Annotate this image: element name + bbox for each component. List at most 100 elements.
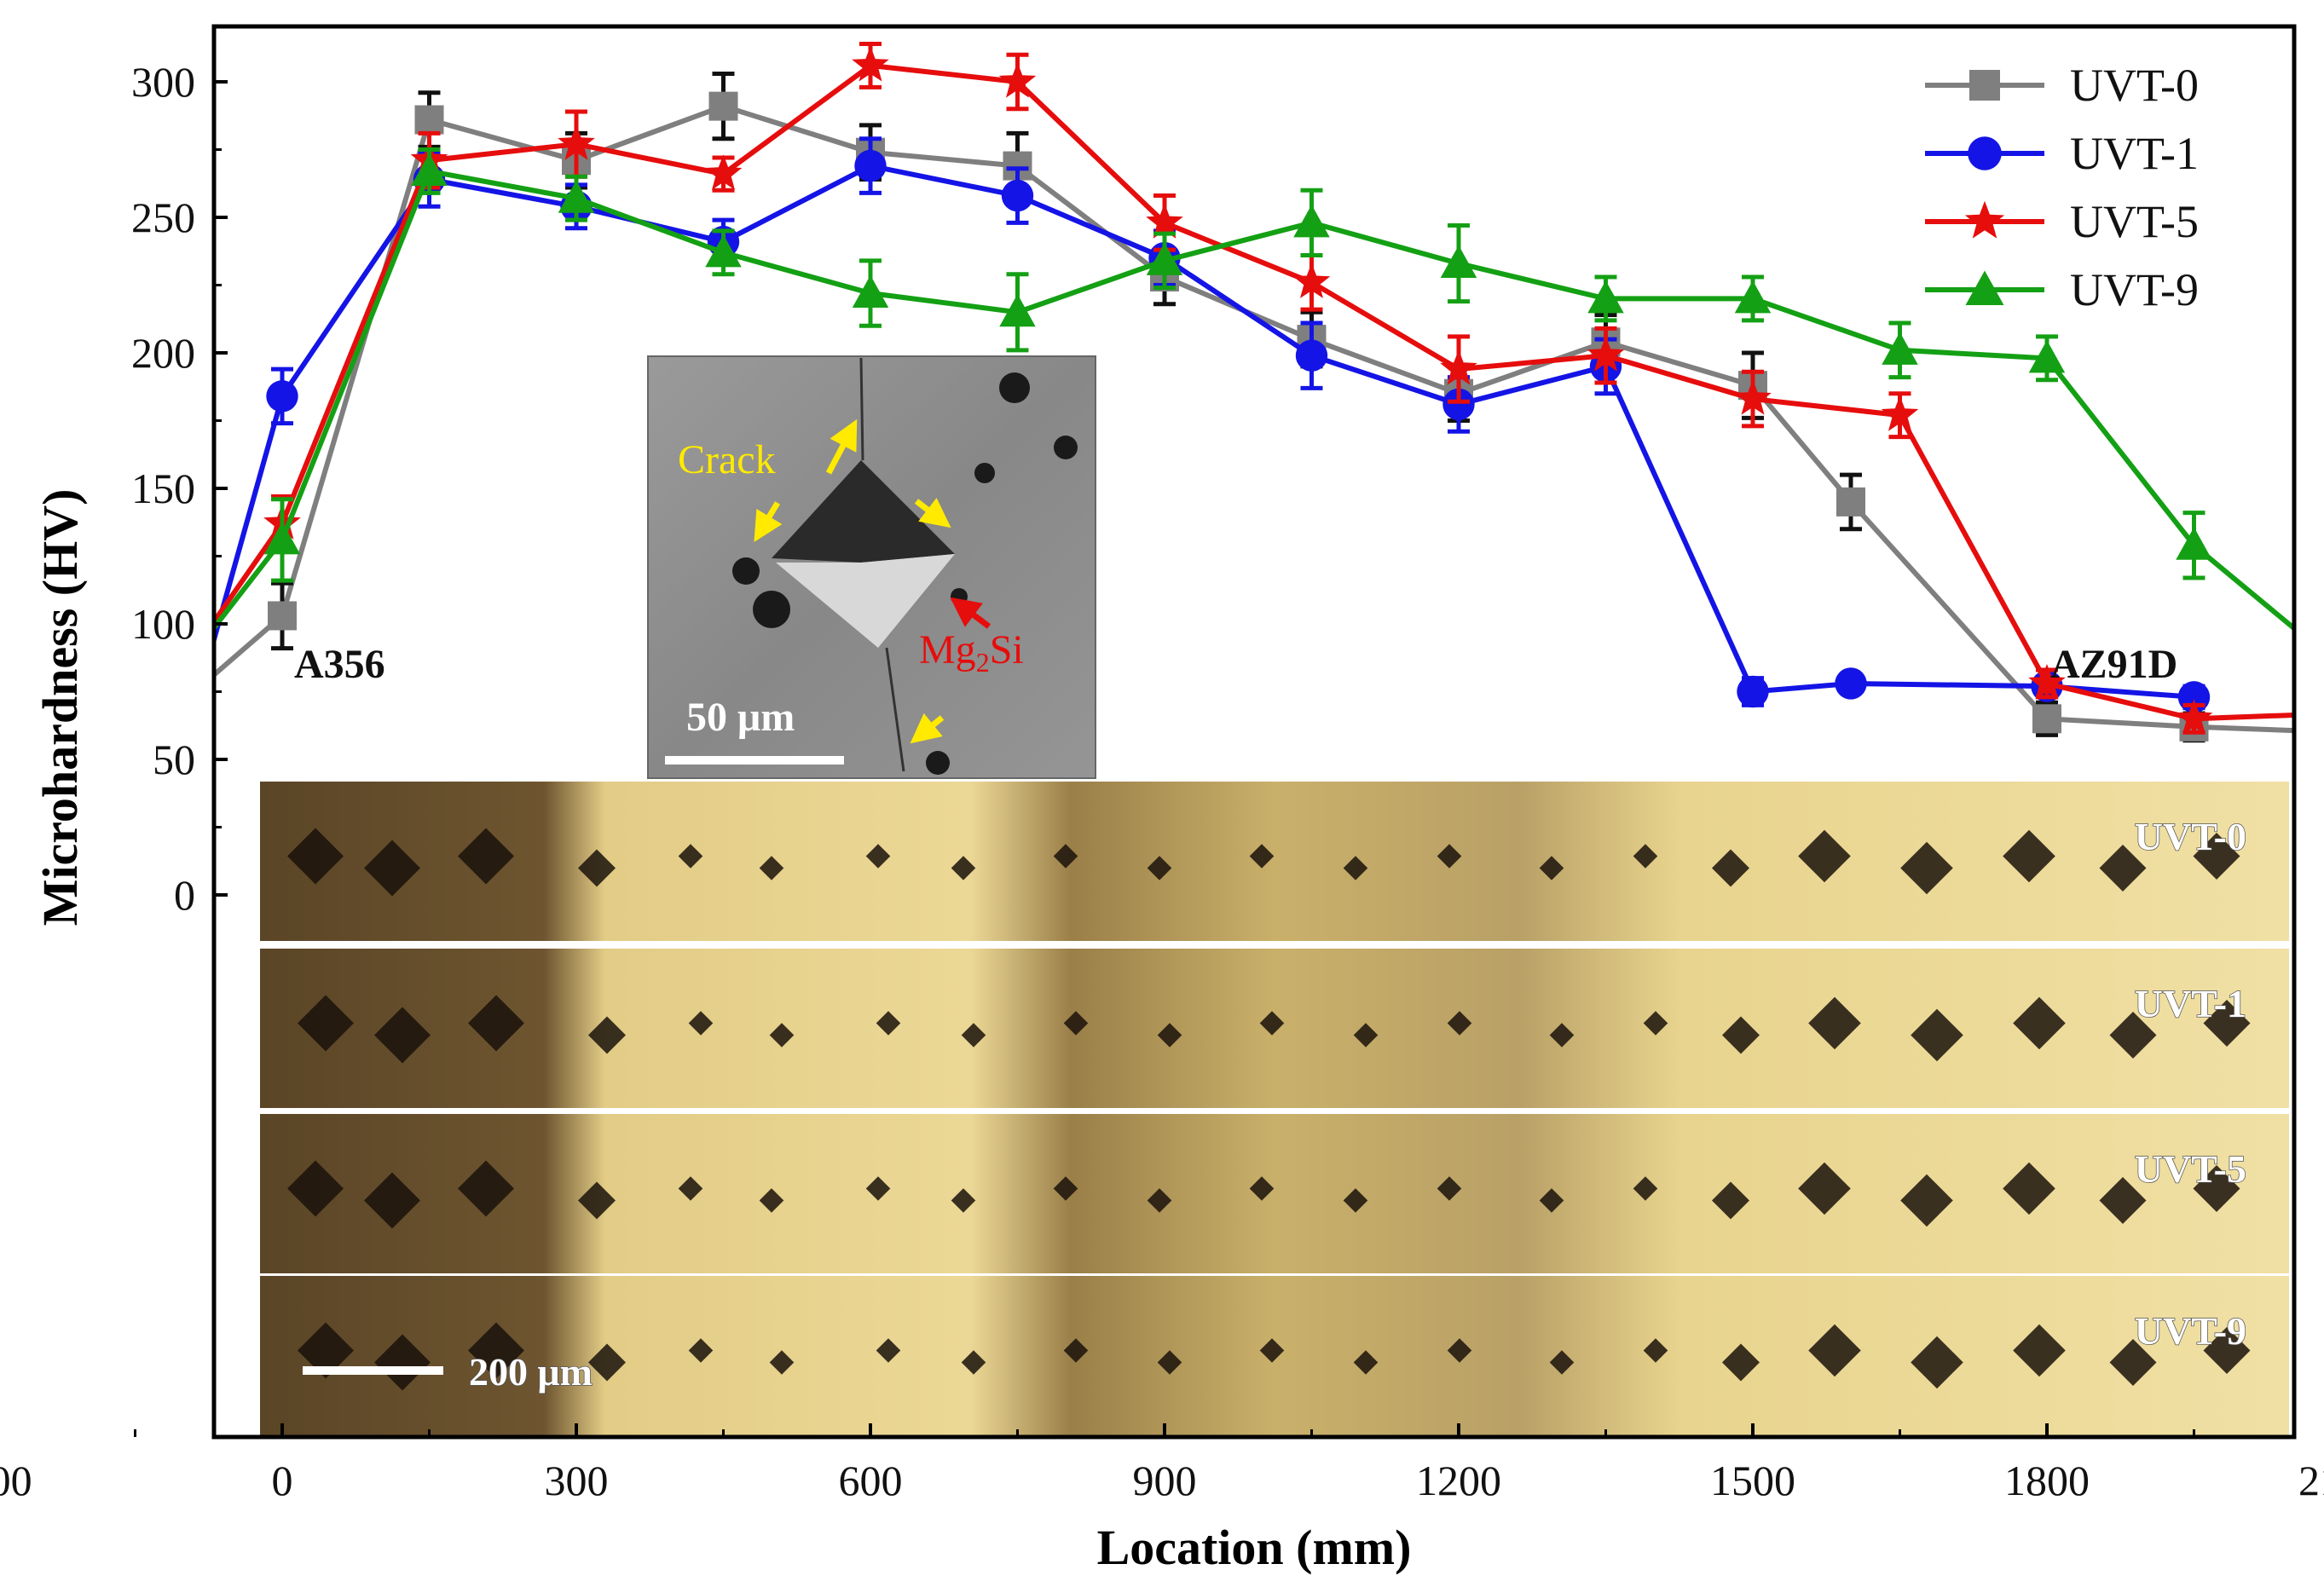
indent-mark [2109, 1339, 2157, 1386]
strip-label: UVT-9 [2135, 1309, 2246, 1353]
indent-mark [1722, 1343, 1760, 1382]
x-tick-label: 900 [1133, 1457, 1197, 1504]
indent-dark [772, 460, 955, 563]
legend-item-uvt-5: UVT-5 [1925, 196, 2199, 247]
data-point-uvt-9 [0, 714, 6, 747]
data-point-uvt-0 [0, 720, 3, 749]
indent-mark [688, 1011, 714, 1036]
legend-label: UVT-5 [2070, 196, 2199, 247]
sem-inset: Crack Mg2Si 50 μm [647, 355, 1096, 779]
strip-image [260, 782, 2289, 941]
indent-mark [2003, 1162, 2055, 1215]
y-tick-label: 250 [131, 193, 195, 241]
indent-mark [1712, 849, 1749, 887]
micrograph-strip-uvt-1: UVT-1 [260, 949, 2289, 1108]
indent-mark [578, 1181, 616, 1220]
crack-arrow-4 [910, 713, 945, 744]
indent-mark [759, 856, 784, 880]
data-point-uvt-5 [1881, 395, 1919, 431]
indent-mark [1539, 1188, 1564, 1213]
legend-label: UVT-9 [2070, 264, 2199, 315]
indent-mark [2193, 1165, 2240, 1212]
data-point-uvt-1 [1737, 675, 1769, 708]
indent-mark [2203, 1000, 2251, 1047]
indent-mark [374, 1334, 431, 1391]
right-material-label: AZ91D [2050, 642, 2177, 687]
inset-scale-label: 50 μm [686, 695, 795, 740]
strip-label: UVT-1 [2135, 982, 2246, 1025]
x-axis: −300030060090012001500180021002400 [0, 1423, 2324, 1504]
indent-mark [678, 1176, 703, 1201]
inset-scale-bar [665, 756, 844, 765]
indent-mark [298, 995, 354, 1052]
data-point-uvt-9 [999, 294, 1036, 327]
data-point-uvt-5 [998, 62, 1037, 98]
data-point-uvt-5 [2028, 664, 2066, 700]
indent-mark [961, 1350, 986, 1375]
indent-mark [1633, 844, 1658, 869]
micrograph-strip-uvt-9: UVT-9 [260, 1276, 2289, 1435]
x-tick-label: 1500 [1710, 1457, 1795, 1504]
error-bar-uvt-9 [124, 718, 147, 740]
data-point-uvt-5 [1146, 203, 1183, 239]
indent-mark [1911, 1008, 1963, 1062]
pore-3 [753, 591, 790, 628]
indent-mark [1343, 856, 1368, 880]
indent-mark [1798, 1162, 1851, 1215]
indent-mark [1539, 856, 1564, 880]
legend-label: UVT-1 [2070, 128, 2199, 179]
indent-mark [1798, 829, 1851, 883]
data-point-uvt-5 [852, 46, 889, 82]
data-point-uvt-9 [117, 712, 153, 744]
indent-mark [1147, 856, 1172, 880]
indent-mark [2099, 1177, 2147, 1224]
indent-mark [287, 828, 344, 885]
indent-mark [1808, 996, 1861, 1050]
x-tick-label: 0 [272, 1457, 293, 1504]
pore-2 [732, 557, 760, 585]
data-point-uvt-9 [1293, 205, 1330, 238]
legend-marker [1969, 70, 2000, 101]
strip-image [260, 1114, 2289, 1273]
indent-mark [578, 849, 616, 887]
indent-mark [1900, 1174, 1953, 1227]
legend-item-uvt-9: UVT-9 [1925, 264, 2199, 315]
strip-scale-label: 200 μm [469, 1350, 593, 1394]
indent-mark [1643, 1011, 1668, 1036]
indent-mark [2013, 996, 2066, 1050]
phase-label-sub: 2 [976, 647, 990, 678]
strip-scale-bar [303, 1366, 443, 1375]
indent-mark [2099, 845, 2147, 892]
pore-6 [926, 751, 950, 775]
indent-mark [2013, 1324, 2066, 1377]
indent-mark [298, 1322, 354, 1379]
phase-label-main: Mg [919, 627, 976, 672]
phase-label: Mg2Si [919, 627, 1024, 678]
indent-mark [1157, 1023, 1182, 1047]
legend-marker [1968, 136, 2002, 170]
data-point-uvt-5 [2175, 699, 2213, 735]
indent-mark [1249, 844, 1275, 869]
y-tick-label: 200 [131, 329, 195, 377]
y-tick-label: 300 [131, 58, 195, 106]
legend-marker [1964, 200, 2005, 239]
data-point-uvt-9 [411, 153, 448, 186]
data-point-uvt-0 [2032, 704, 2061, 734]
indent-mark [1911, 1336, 1963, 1389]
data-point-uvt-5 [117, 715, 154, 751]
indent-mark [1808, 1324, 1861, 1377]
indent-mark [1343, 1188, 1368, 1213]
indent-mark [2203, 1327, 2251, 1374]
indent-mark [876, 1338, 901, 1363]
legend: UVT-0 UVT-1 UVT-5 UVT-9 [1925, 60, 2199, 315]
crack-line [859, 357, 905, 772]
indent-mark [1633, 1176, 1658, 1201]
x-tick-label: 300 [545, 1457, 609, 1504]
micrograph-strip-uvt-5: UVT-5 [260, 1114, 2289, 1273]
indent-light [776, 554, 955, 648]
indent-mark [1447, 1011, 1472, 1036]
series-line-uvt-5 [214, 62, 2294, 722]
micrograph-strip-uvt-0: UVT-0 [260, 782, 2289, 941]
crack-arrow-1 [825, 418, 858, 475]
